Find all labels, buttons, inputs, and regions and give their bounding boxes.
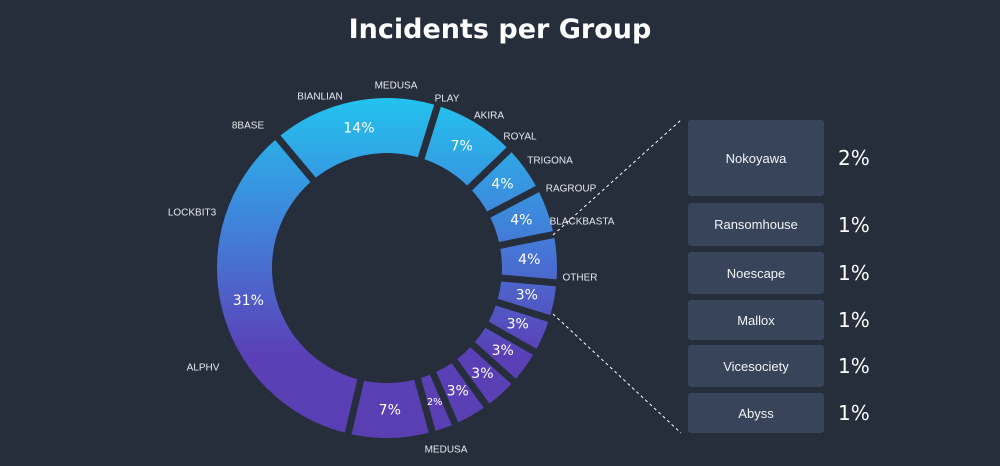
slice-alphv-1 — [280, 97, 435, 178]
chart-title: Incidents per Group — [348, 14, 652, 45]
legend-item-noescape: Noescape — [688, 252, 824, 294]
slice-value-label: 31% — [233, 293, 264, 309]
slice-category-label: BLACKBASTA — [550, 217, 615, 228]
slice-ragroup-10 — [436, 363, 484, 423]
legend-value-noescape: 1% — [838, 261, 870, 285]
slice-category-label: ALPHV — [187, 363, 220, 374]
slice-value-label: 3% — [492, 343, 514, 359]
slice-category-label: PLAY — [435, 94, 460, 105]
slice-trigona-9 — [457, 347, 512, 404]
slice-value-label: 7% — [451, 139, 473, 155]
slice-lockbit3-2 — [424, 106, 507, 186]
slice-value-label: 4% — [491, 176, 513, 192]
legend-value-mallox: 1% — [838, 308, 870, 332]
slice-category-label: MEDUSA — [425, 445, 468, 456]
slice-value-label: 3% — [507, 317, 529, 333]
slice-category-label: LOCKBIT3 — [168, 208, 217, 219]
slice-medusa-5 — [500, 237, 558, 280]
slice-category-label: RAGROUP — [546, 184, 597, 195]
slice-category-label: 8BASE — [232, 121, 265, 132]
legend-value-nokoyawa: 2% — [838, 146, 870, 170]
slice-value-label: 4% — [518, 252, 540, 268]
legend-value-abyss: 1% — [838, 401, 870, 425]
slice-category-label: ROYAL — [503, 132, 537, 143]
slice-value-label: 4% — [510, 212, 532, 228]
slice-royal-8 — [474, 327, 534, 379]
slice-blackbasta-11 — [420, 374, 452, 431]
legend-item-nokoyawa: Nokoyawa — [688, 120, 824, 196]
legend-item-abyss: Abyss — [688, 393, 824, 433]
slice-8base-3 — [472, 152, 536, 212]
legend-item-mallox: Mallox — [688, 300, 824, 340]
connector-line-bottom — [552, 313, 682, 434]
slice-medusa-0 — [217, 140, 358, 433]
slice-value-label: 3% — [447, 384, 469, 400]
slice-value-label: 7% — [379, 402, 401, 418]
legend-item-ransomhouse: Ransomhouse — [688, 203, 824, 246]
legend-value-vicesociety: 1% — [838, 354, 870, 378]
slice-value-label: 14% — [343, 120, 374, 136]
legend-item-vicesociety: Vicesociety — [688, 345, 824, 387]
slice-play-6 — [497, 281, 557, 316]
slice-bianlian-4 — [490, 192, 553, 242]
slice-category-label: AKIRA — [474, 111, 504, 122]
slice-akira-7 — [488, 305, 549, 349]
connector-line-top — [552, 119, 682, 236]
legend-value-ransomhouse: 1% — [838, 212, 870, 237]
slice-category-label: TRIGONA — [527, 156, 573, 167]
slice-category-label: MEDUSA — [375, 81, 418, 92]
slice-value-label: 3% — [516, 288, 538, 304]
slice-value-label: 2% — [427, 397, 443, 408]
slice-category-label: BIANLIAN — [297, 92, 343, 103]
slice-category-label: OTHER — [563, 273, 598, 284]
slice-value-label: 3% — [471, 366, 493, 382]
slice-other-12 — [351, 379, 429, 439]
